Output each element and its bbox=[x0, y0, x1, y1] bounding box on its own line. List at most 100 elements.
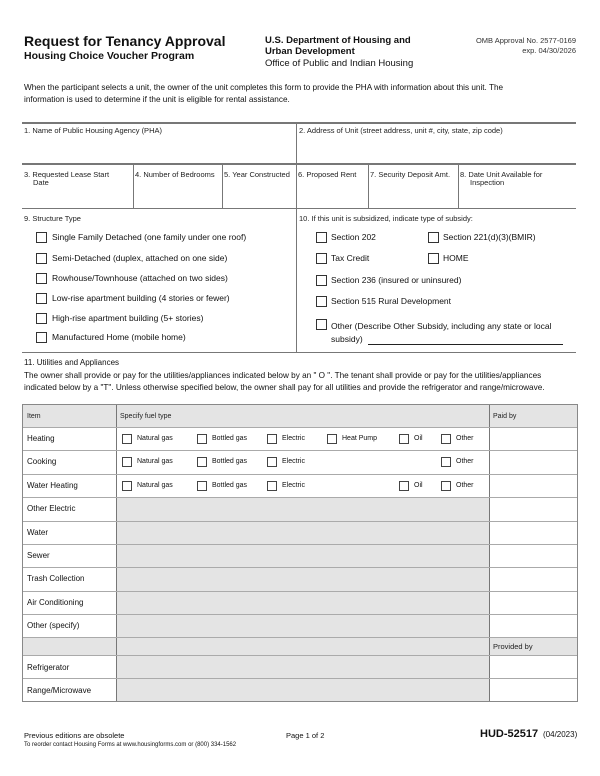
inspection-date-field[interactable]: 8. Date Unit Available for bbox=[460, 170, 543, 179]
table-row-label: Cooking bbox=[27, 457, 57, 466]
fuel-option: Other bbox=[456, 482, 474, 489]
row-divider bbox=[23, 678, 577, 679]
row-divider bbox=[23, 521, 577, 522]
fuel-checkbox[interactable] bbox=[122, 434, 132, 444]
subsidy-checkbox-home[interactable] bbox=[428, 253, 439, 264]
row-divider bbox=[23, 637, 577, 638]
fuel-option: Electric bbox=[282, 435, 305, 442]
col-divider bbox=[116, 405, 117, 701]
utilities-desc-2: indicated below by a "T". Unless otherwi… bbox=[24, 383, 545, 392]
structure-checkbox[interactable] bbox=[36, 273, 47, 284]
structure-checkbox[interactable] bbox=[36, 293, 47, 304]
paid-by-cell[interactable] bbox=[490, 545, 577, 567]
fuel-checkbox[interactable] bbox=[399, 434, 409, 444]
bedrooms-field[interactable]: 4. Number of Bedrooms bbox=[135, 170, 215, 179]
row-divider bbox=[23, 591, 577, 592]
table-row-label: Water bbox=[27, 528, 49, 537]
row-divider bbox=[23, 450, 577, 451]
fuel-checkbox[interactable] bbox=[267, 481, 277, 491]
unit-address-field[interactable]: 2. Address of Unit (street address, unit… bbox=[299, 126, 503, 135]
form-number: HUD-52517 bbox=[480, 728, 539, 740]
footer-reorder: To reorder contact Housing Forms at www.… bbox=[24, 742, 237, 748]
utilities-desc: The owner shall provide or pay for the u… bbox=[24, 371, 542, 380]
office: Office of Public and Indian Housing bbox=[265, 58, 414, 69]
paid-by-cell[interactable] bbox=[490, 428, 577, 450]
lease-start-label-2: Date bbox=[33, 178, 49, 187]
structure-option: High-rise apartment building (5+ stories… bbox=[52, 313, 204, 323]
fuel-checkbox[interactable] bbox=[441, 457, 451, 467]
table-row-label: Air Conditioning bbox=[27, 598, 84, 607]
fuel-checkbox[interactable] bbox=[441, 434, 451, 444]
proposed-rent-field[interactable]: 6. Proposed Rent bbox=[298, 170, 357, 179]
col-divider bbox=[489, 405, 490, 701]
utilities-label: 11. Utilities and Appliances bbox=[24, 358, 120, 367]
fuel-checkbox[interactable] bbox=[197, 434, 207, 444]
fuel-checkbox[interactable] bbox=[197, 481, 207, 491]
row-divider bbox=[23, 655, 577, 656]
shaded-gap-item bbox=[23, 637, 116, 655]
row-divider bbox=[23, 474, 577, 475]
row-divider bbox=[23, 544, 577, 545]
structure-checkbox[interactable] bbox=[36, 332, 47, 343]
fuel-option: Electric bbox=[282, 482, 305, 489]
fuel-checkbox[interactable] bbox=[122, 457, 132, 467]
structure-option: Single Family Detached (one family under… bbox=[52, 232, 247, 242]
fuel-option: Natural gas bbox=[137, 435, 173, 442]
pha-name-field[interactable]: 1. Name of Public Housing Agency (PHA) bbox=[24, 126, 162, 135]
paid-by-cell[interactable] bbox=[490, 475, 577, 497]
col-header-paid: Paid by bbox=[493, 413, 517, 420]
subsidy-checkbox-section-515[interactable] bbox=[316, 296, 327, 307]
table-header bbox=[23, 405, 577, 427]
col-header-fuel: Specify fuel type bbox=[120, 413, 172, 420]
table-row-label: Trash Collection bbox=[27, 574, 85, 583]
row-divider bbox=[23, 497, 577, 498]
other-subsidy-input[interactable] bbox=[368, 344, 563, 345]
fuel-checkbox[interactable] bbox=[267, 434, 277, 444]
fuel-checkbox[interactable] bbox=[399, 481, 409, 491]
paid-by-cell[interactable] bbox=[490, 522, 577, 544]
fuel-option: Natural gas bbox=[137, 458, 173, 465]
structure-option: Low-rise apartment building (4 stories o… bbox=[52, 293, 230, 303]
row-divider bbox=[23, 427, 577, 428]
subsidy-option: Other (Describe Other Subsidy, including… bbox=[331, 321, 552, 331]
row-divider bbox=[23, 567, 577, 568]
paid-by-cell[interactable] bbox=[490, 592, 577, 614]
structure-checkbox[interactable] bbox=[36, 253, 47, 264]
subsidy-checkbox-other[interactable] bbox=[316, 319, 327, 330]
paid-by-cell[interactable] bbox=[490, 451, 577, 473]
table-row-label: Heating bbox=[27, 434, 55, 443]
appliance-label: Refrigerator bbox=[27, 663, 70, 672]
fuel-option: Oil bbox=[414, 435, 423, 442]
fuel-option: Heat Pump bbox=[342, 435, 378, 442]
paid-by-cell[interactable] bbox=[490, 568, 577, 590]
security-deposit-field[interactable]: 7. Security Deposit Amt. bbox=[370, 170, 451, 179]
provided-by-cell[interactable] bbox=[490, 679, 577, 701]
fuel-checkbox[interactable] bbox=[441, 481, 451, 491]
subsidy-checkbox-section-221[interactable] bbox=[428, 232, 439, 243]
lease-start-field[interactable]: 3. Requested Lease Start bbox=[24, 170, 110, 179]
form-date: (04/2023) bbox=[543, 730, 578, 739]
paid-by-cell[interactable] bbox=[490, 615, 577, 637]
fuel-checkbox[interactable] bbox=[122, 481, 132, 491]
fuel-option: Oil bbox=[414, 482, 423, 489]
fuel-checkbox[interactable] bbox=[327, 434, 337, 444]
paid-by-cell[interactable] bbox=[490, 498, 577, 520]
subsidy-checkbox-section-202[interactable] bbox=[316, 232, 327, 243]
intro-text: When the participant selects a unit, the… bbox=[24, 83, 504, 92]
inspection-date-label-2: Inspection bbox=[470, 178, 505, 187]
intro-text-2: information is used to determine if the … bbox=[24, 95, 290, 104]
subsidy-checkbox-section-236[interactable] bbox=[316, 275, 327, 286]
shaded-gap bbox=[489, 637, 577, 655]
subsidy-checkbox-tax-credit[interactable] bbox=[316, 253, 327, 264]
structure-checkbox[interactable] bbox=[36, 313, 47, 324]
provided-by-cell[interactable] bbox=[490, 656, 577, 678]
fuel-checkbox[interactable] bbox=[267, 457, 277, 467]
subsidy-option: HOME bbox=[443, 253, 469, 263]
year-constructed-field[interactable]: 5. Year Constructed bbox=[224, 170, 290, 179]
fuel-option: Natural gas bbox=[137, 482, 173, 489]
structure-checkbox[interactable] bbox=[36, 232, 47, 243]
shaded-area bbox=[116, 497, 489, 701]
dept-line2: Urban Development bbox=[265, 46, 355, 57]
fuel-checkbox[interactable] bbox=[197, 457, 207, 467]
